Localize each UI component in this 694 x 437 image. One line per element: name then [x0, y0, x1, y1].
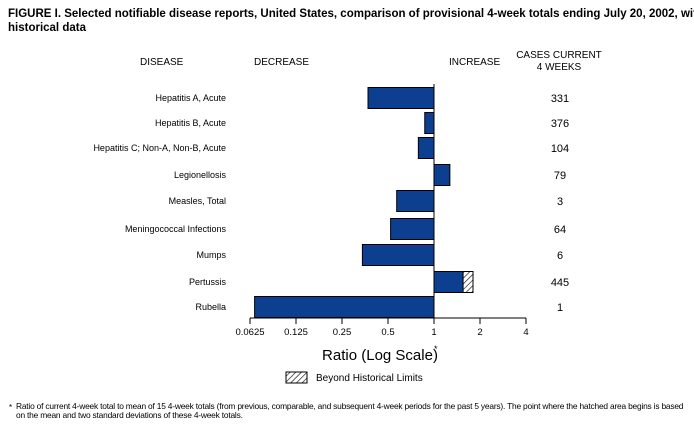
disease-label: Hepatitis C; Non-A, Non-B, Acute: [93, 143, 226, 153]
cases-value: 376: [551, 118, 569, 130]
disease-label: Meningococcal Infections: [125, 224, 227, 234]
bar: [254, 296, 435, 318]
cases-value: 3: [557, 196, 563, 208]
bar: [433, 271, 464, 293]
chart-title-line2: historical data: [8, 22, 87, 34]
bar: [424, 112, 435, 134]
cases-value: 79: [554, 170, 566, 182]
cases-value: 331: [551, 93, 569, 105]
bar: [390, 218, 435, 240]
x-tick-label: 0.25: [333, 327, 352, 338]
x-tick-label: 2: [477, 327, 482, 338]
disease-label: Hepatitis B, Acute: [155, 118, 226, 128]
bar: [433, 164, 451, 186]
header-disease: DISEASE: [140, 57, 184, 68]
x-axis-label: Ratio (Log Scale)*: [322, 344, 438, 364]
disease-label: Measles, Total: [169, 196, 226, 206]
cases-value: 6: [557, 250, 563, 262]
chart-title-line1: FIGURE I. Selected notifiable disease re…: [8, 8, 694, 20]
footnote-mark: *: [9, 403, 12, 412]
header-increase: INCREASE: [449, 57, 500, 68]
legend-swatch: [285, 371, 308, 384]
disease-label: Rubella: [195, 302, 226, 312]
cases-value: 1: [557, 302, 563, 314]
footnote: Ratio of current 4-week total to mean of…: [16, 402, 684, 420]
bar-beyond-limits: [462, 271, 474, 293]
header-decrease: DECREASE: [254, 57, 309, 68]
cases-value: 445: [551, 277, 569, 289]
bar: [417, 137, 435, 159]
bar: [367, 87, 435, 109]
x-tick-label: 0.125: [284, 327, 308, 338]
disease-label: Hepatitis A, Acute: [155, 93, 226, 103]
x-tick-label: 4: [523, 327, 528, 338]
cases-value: 64: [554, 224, 566, 236]
x-tick-label: 0.0625: [235, 327, 264, 338]
cases-value: 104: [551, 143, 569, 155]
legend-label: Beyond Historical Limits: [316, 373, 423, 384]
disease-label: Legionellosis: [174, 170, 227, 180]
x-tick-label: 0.5: [381, 327, 394, 338]
header-cases-2: 4 WEEKS: [537, 62, 582, 73]
x-tick-label: 1: [431, 327, 436, 338]
disease-label: Mumps: [196, 250, 226, 260]
bar: [396, 190, 435, 212]
disease-label: Pertussis: [189, 277, 227, 287]
header-cases-1: CASES CURRENT: [516, 50, 602, 61]
bar: [361, 244, 435, 266]
